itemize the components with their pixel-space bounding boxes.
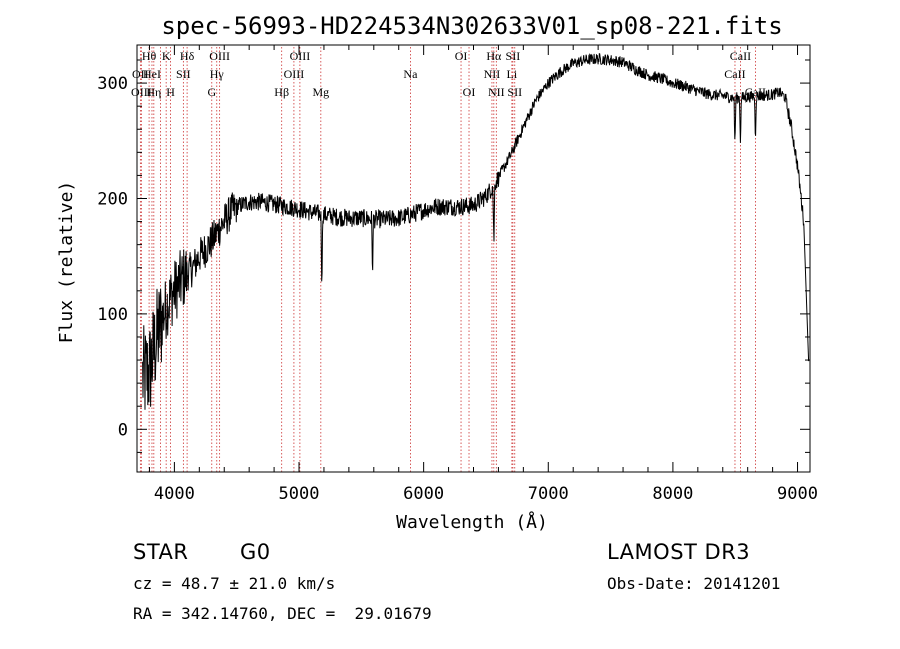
line-marker-label: CaII xyxy=(724,67,745,81)
line-marker-label: Hα xyxy=(486,49,502,63)
line-marker-label: OIII xyxy=(209,49,230,63)
line-marker-label: OIII xyxy=(284,67,305,81)
x-tick-label: 8000 xyxy=(652,484,693,504)
line-marker-label: Li xyxy=(507,67,518,81)
object-subclass: G0 xyxy=(240,540,271,564)
line-marker-group xyxy=(139,47,756,472)
coordinates-text: RA = 342.14760, DEC = 29.01679 xyxy=(133,604,432,623)
y-tick-label: 300 xyxy=(97,74,128,94)
line-marker-label: Hβ xyxy=(274,85,289,99)
x-tick-label: 6000 xyxy=(403,484,444,504)
line-marker-label: H xyxy=(166,85,175,99)
line-marker-label: CaII xyxy=(730,49,751,63)
line-marker-label: Hθ xyxy=(142,49,157,63)
plot-frame xyxy=(136,44,811,473)
y-tick-label: 0 xyxy=(118,420,128,440)
line-marker-label: OIII xyxy=(131,85,152,99)
line-marker-label: OI xyxy=(463,85,476,99)
line-marker-label: Hη xyxy=(146,85,161,99)
line-marker-label: OIII xyxy=(290,49,311,63)
line-marker-label: Mg xyxy=(312,85,329,99)
y-axis-label: Flux (relative) xyxy=(56,181,77,344)
line-marker-label: Hδ xyxy=(180,49,195,63)
line-marker-label: Hγ xyxy=(210,67,225,81)
x-axis-label: Wavelength (Å) xyxy=(396,511,548,533)
object-class: STAR xyxy=(133,540,189,564)
line-marker-label: SII xyxy=(176,67,191,81)
line-marker-label: OII xyxy=(132,67,149,81)
x-tick-label: 9000 xyxy=(777,484,818,504)
line-marker-label: K xyxy=(162,49,171,63)
line-marker-label: SII xyxy=(506,49,521,63)
line-marker-label: NII xyxy=(484,67,501,81)
y-tick-label: 100 xyxy=(97,305,128,325)
survey-name: LAMOST DR3 xyxy=(607,540,751,564)
x-tick-label: 4000 xyxy=(154,484,195,504)
y-tick-label: 200 xyxy=(97,189,128,209)
line-marker-label: Na xyxy=(403,67,418,81)
y-axis-ticks: 0 100 200 300 xyxy=(97,59,810,453)
line-marker-label: NII xyxy=(488,85,505,99)
x-tick-label: 5000 xyxy=(279,484,320,504)
line-label-group: OIIOIIIHθHeIHηKHSIIHδGHγOIIIHβOIIIOIIIMg… xyxy=(131,49,766,99)
x-tick-label: 7000 xyxy=(528,484,569,504)
line-marker-label: G xyxy=(207,85,216,99)
spectrum-line xyxy=(142,53,810,410)
line-marker-label: SII xyxy=(507,85,522,99)
chart-title: spec-56993-HD224534N302633V01_sp08-221.f… xyxy=(161,12,782,40)
x-axis-ticks: 4000 5000 6000 7000 8000 9000 xyxy=(148,45,818,504)
redshift-text: cz = 48.7 ± 21.0 km/s xyxy=(133,574,336,593)
obs-date-text: Obs-Date: 20141201 xyxy=(607,574,781,593)
line-marker-label: HeI xyxy=(143,67,161,81)
line-marker-label: OI xyxy=(455,49,468,63)
